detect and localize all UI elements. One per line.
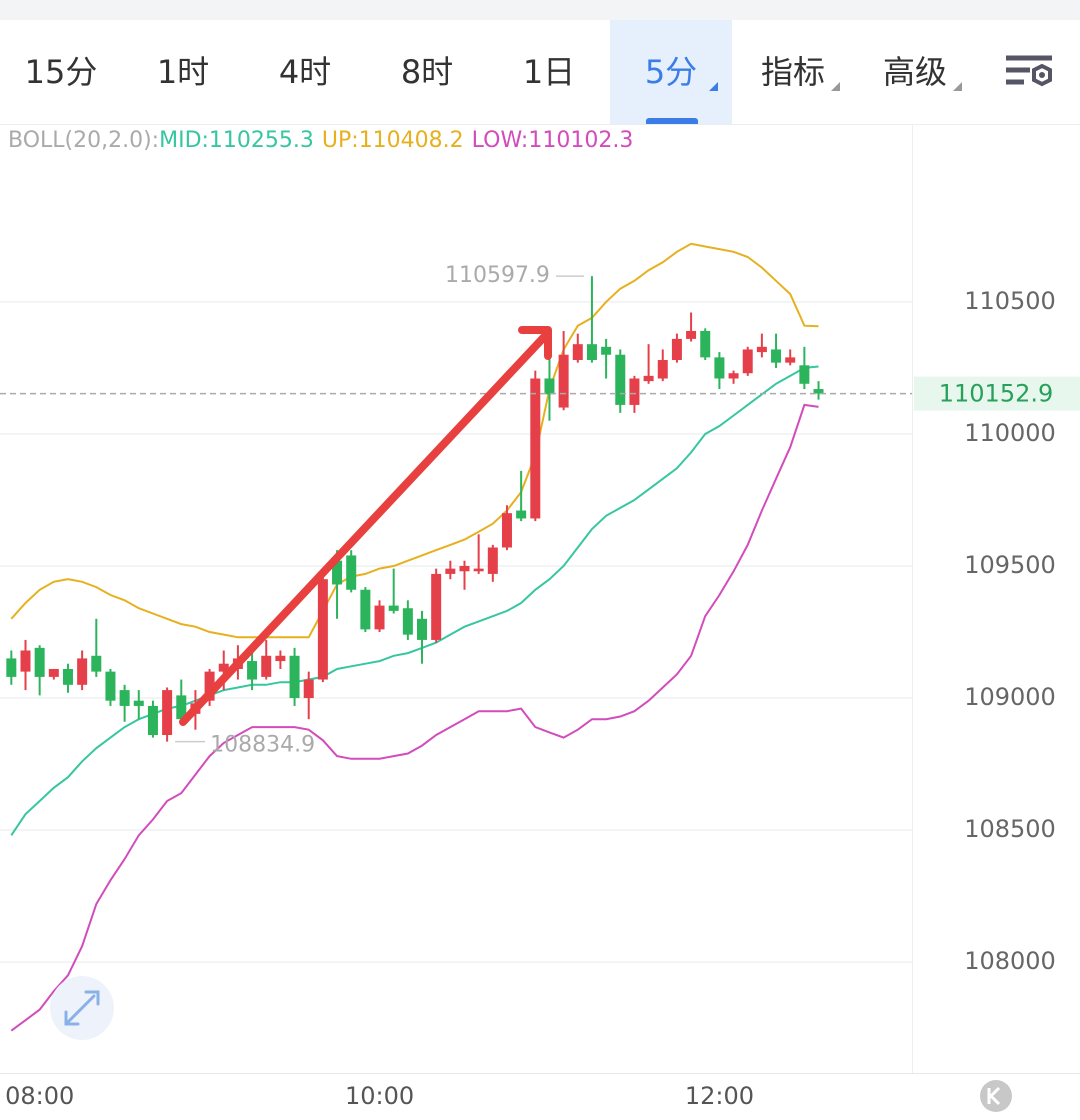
candle-body [303,679,314,699]
candle-body [204,671,215,701]
candle-body [176,695,187,720]
candle-body [544,378,555,395]
candle-body [686,330,697,339]
plot-area: 108000 108500 109000 109500 110000 110500 08:0… [0,242,1080,1110]
low-label: 108834.9 [210,733,315,758]
candle-body [572,344,583,361]
candle-body [332,560,343,585]
legend-title: BOLL(20,2.0): [8,128,160,153]
legend-value: 110408.2 [358,128,464,153]
candle-body [516,510,527,519]
candle-body [317,579,328,680]
candle-body [742,349,753,374]
candle-body [530,378,541,519]
candle-body [105,671,116,701]
boll-line [10,403,819,1032]
legend-name: MID: [159,128,209,153]
scroll-latest-button[interactable] [980,1080,1012,1112]
x-tick-label: 10:00 [345,1082,414,1110]
y-tick-label: 108500 [964,815,1056,843]
price-label: 110152.9 [939,380,1054,408]
candle-body [445,568,456,574]
candle-body [671,338,682,361]
legend-name: UP: [321,128,359,153]
candle-body [785,357,796,363]
settings-icon[interactable] [1006,55,1052,87]
candle-body [601,346,612,355]
candle-body [728,373,739,379]
candle-body [756,346,767,353]
candle-body [473,568,484,572]
boll-line [10,242,819,639]
high-label: 110597.9 [445,263,550,288]
expand-button[interactable] [50,976,114,1040]
interval-tab[interactable]: 指标 [732,20,854,124]
trend-arrow [179,326,552,726]
legend-value: 110102.3 [528,128,634,153]
candle-body [799,365,810,384]
candle-body [346,555,357,590]
candle-body [417,618,428,640]
candle-body [275,655,286,662]
candle-body [62,668,73,685]
price-tag [914,376,1080,411]
candle-body [402,608,413,635]
x-tick-label: 12:00 [685,1082,754,1110]
interval-tab[interactable]: 1日 [522,53,576,91]
y-tick-label: 109000 [964,683,1056,711]
y-tick-label: 110500 [964,287,1056,315]
candle-body [586,344,597,361]
status-strip [0,0,1080,20]
candle-body [48,668,59,677]
interval-tab[interactable]: 4时 [278,53,332,91]
interval-tab[interactable]: 1时 [156,53,210,91]
candle-body [700,330,711,358]
candle-body [34,647,45,677]
boll-line [10,365,819,836]
interval-tab[interactable]: 5分 [610,20,732,124]
candle-body [289,655,300,699]
candle-body [459,565,470,572]
y-tick-label: 108000 [964,947,1056,975]
candle-body [119,690,130,706]
candle-body [6,658,17,677]
indicator-legend: BOLL(20,2.0):MID:110255.3 UP:110408.2 LOW:… [8,128,633,153]
candle-body [657,360,668,379]
candle-body [643,375,654,382]
candle-body [629,378,640,405]
interval-tab[interactable]: 高级 [854,20,976,124]
candle-body [388,605,399,611]
candle-body [247,661,258,680]
candle-body [360,589,371,630]
candle-body [714,357,725,379]
candle-body [615,354,626,405]
candle-body [218,663,229,672]
candle-body [77,658,88,685]
candle-body [133,700,144,706]
candle-body [501,513,512,548]
candle-body [147,705,158,735]
x-tick-label: 08:00 [5,1082,74,1110]
legend-name: LOW: [471,128,529,153]
interval-tabs: 15分 1时 4时 8时 1日 5分 指标 高级 [0,20,976,124]
candle-body [813,389,824,394]
legend-value: 110255.3 [208,128,314,153]
interval-tab[interactable]: 8时 [400,53,454,91]
candle-body [431,573,442,640]
candle-body [91,655,102,672]
candle-body [771,349,782,363]
candle-body [487,547,498,574]
interval-tab[interactable]: 15分 [24,53,98,91]
candle-body [162,690,173,735]
candle-body [558,354,569,408]
y-tick-label: 109500 [964,551,1056,579]
candle-body [261,655,272,677]
candle-body [20,650,31,672]
y-tick-label: 110000 [964,419,1056,447]
candle-body [374,605,385,630]
